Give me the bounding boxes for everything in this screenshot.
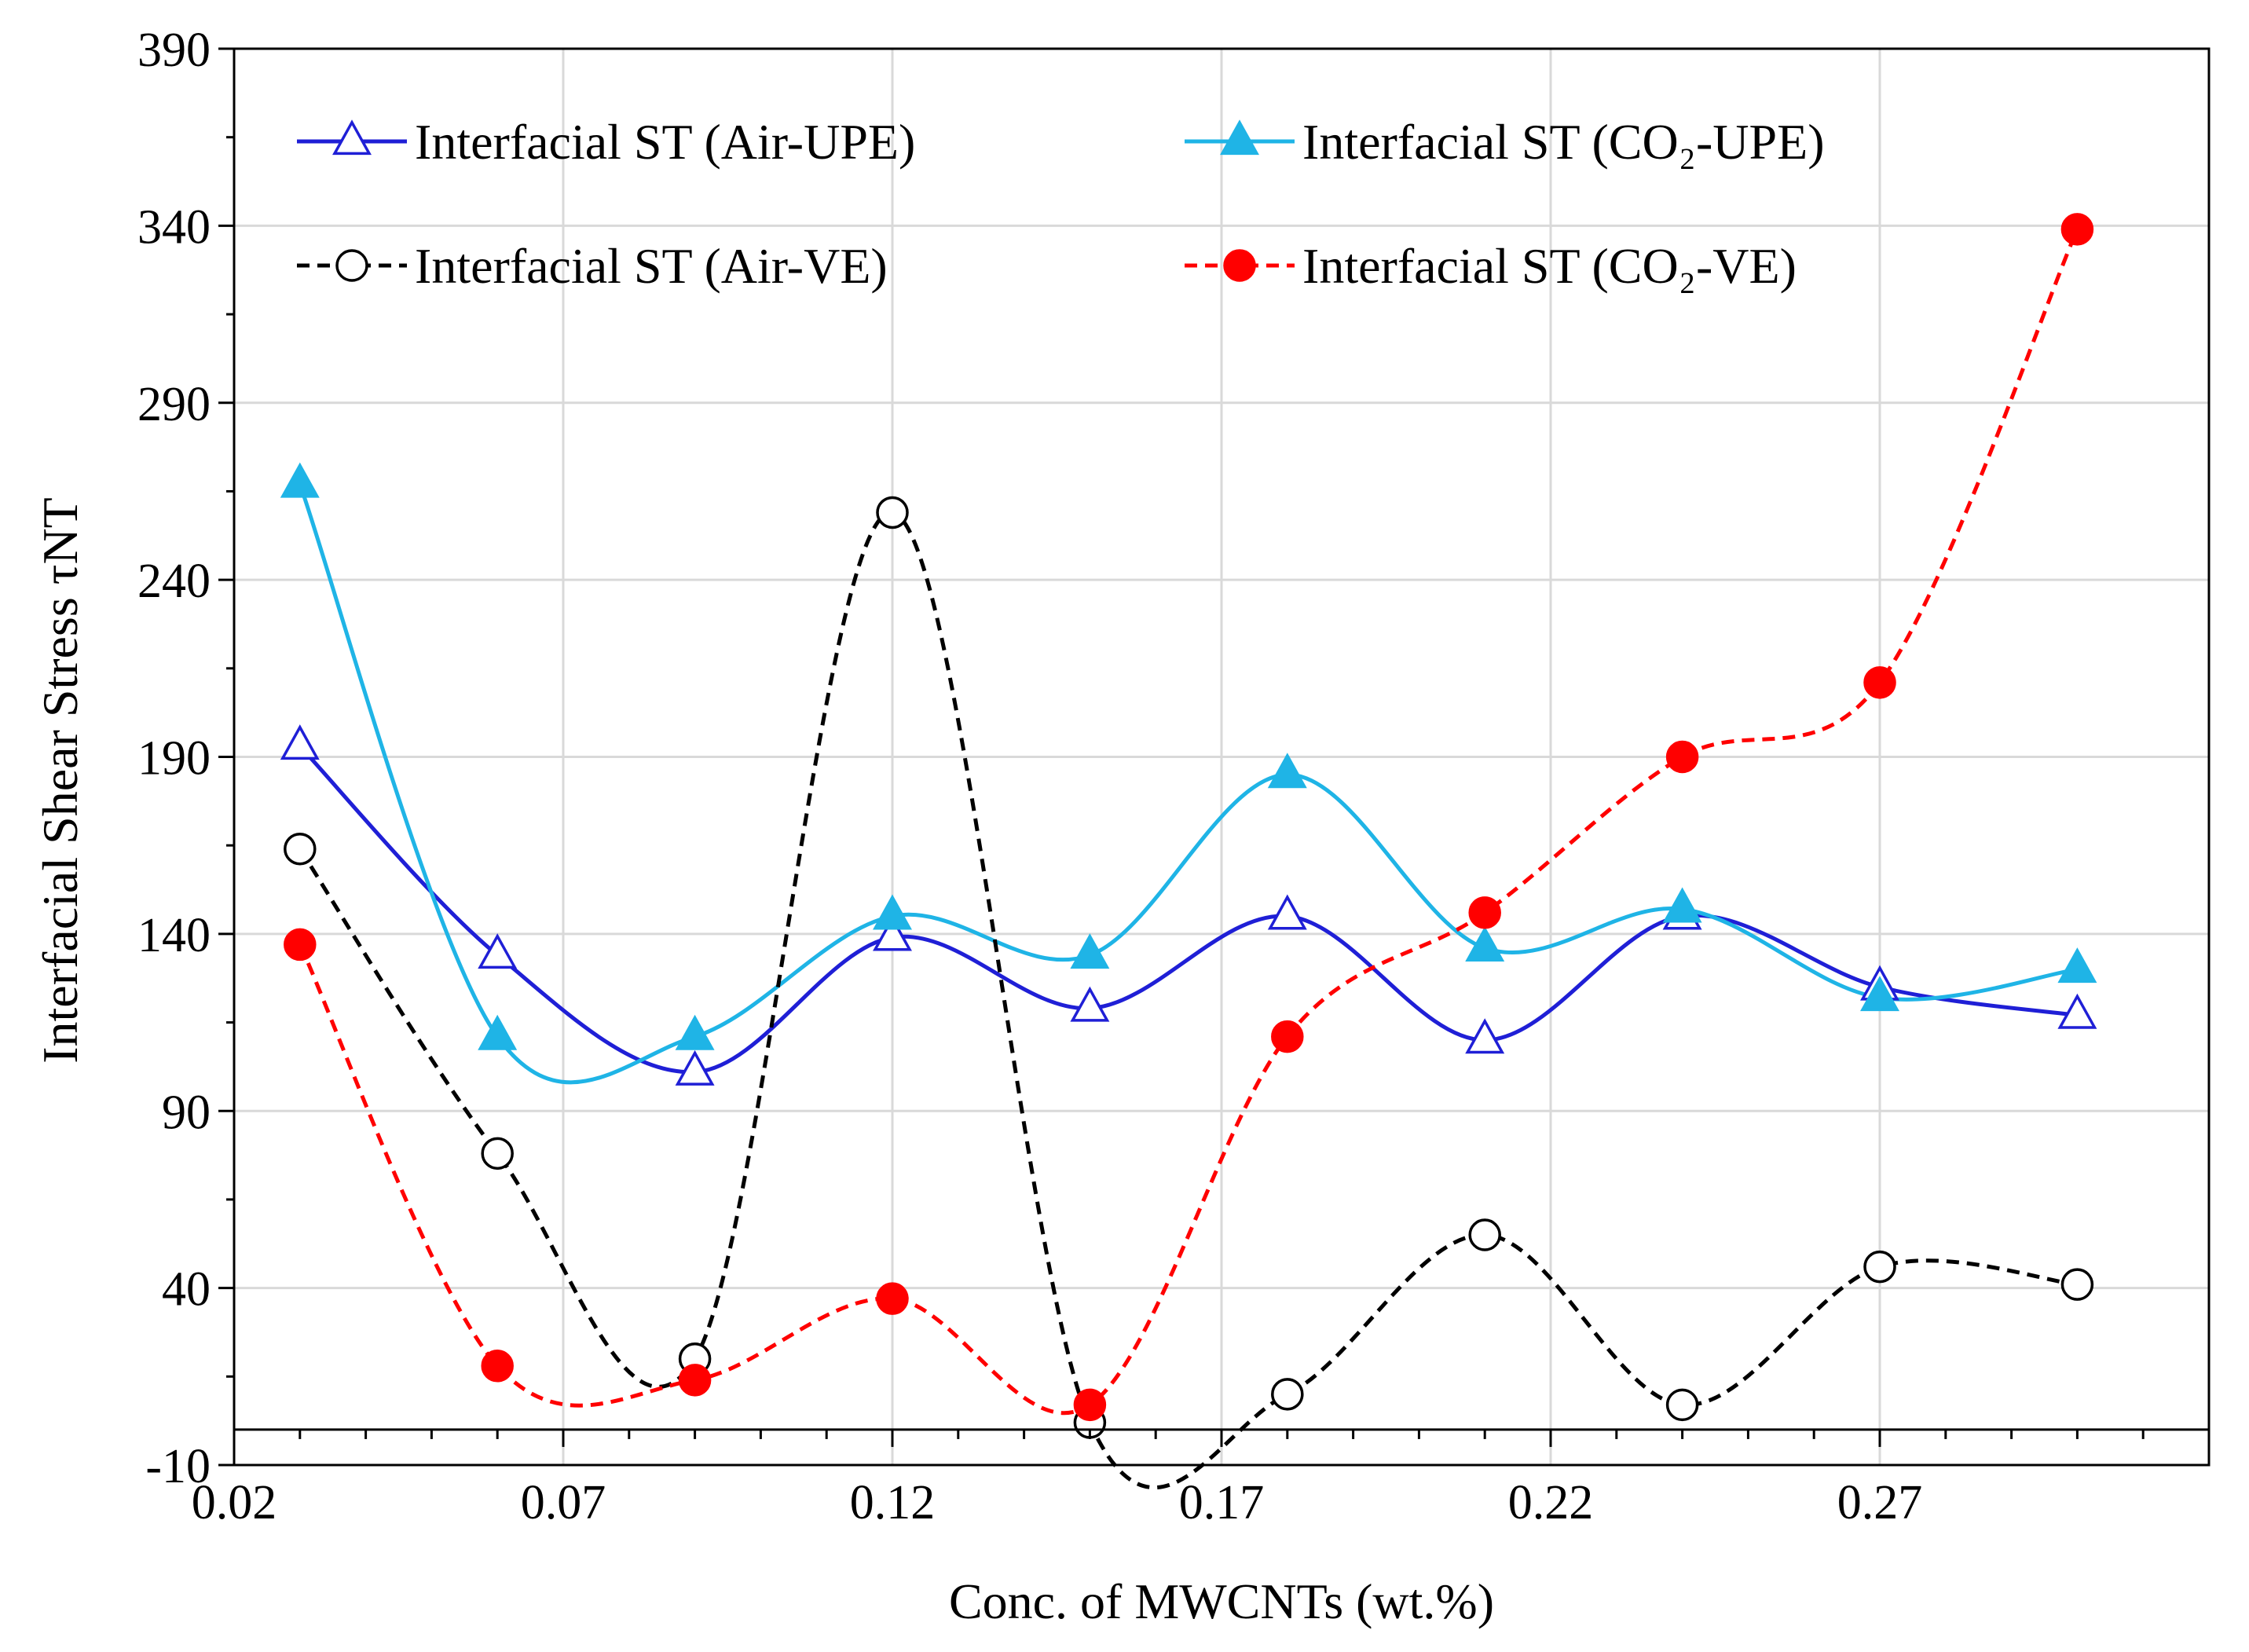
x-tick-label: 0.17 [1179, 1476, 1265, 1529]
data-point-series-2 [675, 1014, 715, 1050]
data-point-series-4 [678, 1364, 712, 1397]
data-point-series-4 [481, 1350, 514, 1383]
data-point-series-3 [876, 496, 909, 529]
y-axis-title: Interfacial Shear Stress τNT [32, 497, 88, 1064]
legend-marker-3 [335, 249, 368, 282]
data-point-series-3 [1863, 1250, 1896, 1284]
data-point-series-3 [2060, 1268, 2094, 1301]
data-point-series-2 [478, 1014, 518, 1050]
data-point-series-2 [873, 894, 912, 930]
legend-label-2: Interfacial ST (CO₂-UPE) [1302, 114, 1825, 170]
x-tick-label: 0.07 [521, 1476, 606, 1529]
data-point-series-4 [876, 1282, 909, 1315]
legend-marker-2 [1220, 119, 1259, 156]
data-point-series-1 [2057, 993, 2097, 1029]
data-point-series-1 [873, 915, 912, 951]
legend-label-4: Interfacial ST (CO₂-VE) [1302, 238, 1797, 294]
y-tick-label: 290 [137, 378, 211, 431]
x-tick-label: 0.12 [850, 1476, 936, 1529]
data-point-series-4 [1665, 740, 1699, 774]
data-point-series-2 [1860, 976, 1899, 1012]
data-point-series-1 [478, 933, 518, 969]
data-point-series-2 [2057, 947, 2097, 984]
y-tick-label: 240 [137, 555, 211, 608]
legend-label-1: Interfacial ST (Air-UPE) [415, 114, 915, 170]
data-point-series-4 [284, 928, 317, 962]
y-tick-label: 340 [137, 200, 211, 254]
legend-marker-4 [1223, 249, 1256, 282]
data-point-series-1 [1267, 894, 1307, 930]
data-point-series-1 [675, 1049, 715, 1086]
legend-marker-1 [332, 119, 372, 156]
data-point-series-3 [1271, 1378, 1304, 1411]
data-point-series-3 [284, 832, 317, 866]
data-point-series-1 [1070, 986, 1110, 1022]
data-point-series-2 [1662, 887, 1702, 923]
legend: Interfacial ST (Air-UPE) Interfacial ST (… [297, 114, 1825, 294]
data-point-series-4 [1073, 1388, 1107, 1422]
y-tick-label: 390 [137, 24, 211, 77]
y-tick-label: 40 [162, 1263, 211, 1317]
data-point-series-2 [1267, 753, 1307, 789]
series-line-3 [298, 510, 2078, 1489]
data-point-series-3 [481, 1137, 514, 1170]
data-point-series-3 [1468, 1218, 1501, 1251]
series-lines [298, 228, 2079, 1489]
series-line-1 [298, 745, 2078, 1075]
data-point-series-4 [1468, 896, 1501, 929]
data-point-series-1 [1465, 1018, 1505, 1054]
data-point-series-2 [1070, 933, 1110, 969]
data-point-series-4 [1271, 1020, 1304, 1053]
data-point-series-4 [2060, 213, 2094, 246]
x-tick-label: 0.22 [1508, 1476, 1594, 1529]
y-tick-label: 140 [137, 909, 211, 962]
data-point-series-4 [1863, 666, 1896, 699]
y-tick-label: 90 [162, 1086, 211, 1139]
series-markers [280, 213, 2097, 1439]
legend-label-3: Interfacial ST (Air-VE) [415, 238, 888, 294]
axes: 390 340 290 240 190 140 90 40 -100.02 0.07 0.12 0.1… [137, 24, 2211, 1529]
x-tick-label: 0.27 [1837, 1476, 1923, 1529]
y-tick-label: -10 [145, 1440, 211, 1493]
data-point-series-3 [1665, 1388, 1699, 1422]
y-tick-label: 190 [137, 732, 211, 786]
x-axis-title: Conc. of MWCNTs (wt.%) [949, 1573, 1494, 1629]
data-point-series-2 [1465, 926, 1505, 962]
series-line-4 [298, 228, 2079, 1416]
data-point-series-2 [280, 462, 320, 498]
x-tick-label: 0.02 [192, 1476, 277, 1529]
grid-lines [233, 47, 2211, 1467]
data-point-series-1 [280, 724, 320, 760]
series-line-2 [298, 483, 2078, 1085]
